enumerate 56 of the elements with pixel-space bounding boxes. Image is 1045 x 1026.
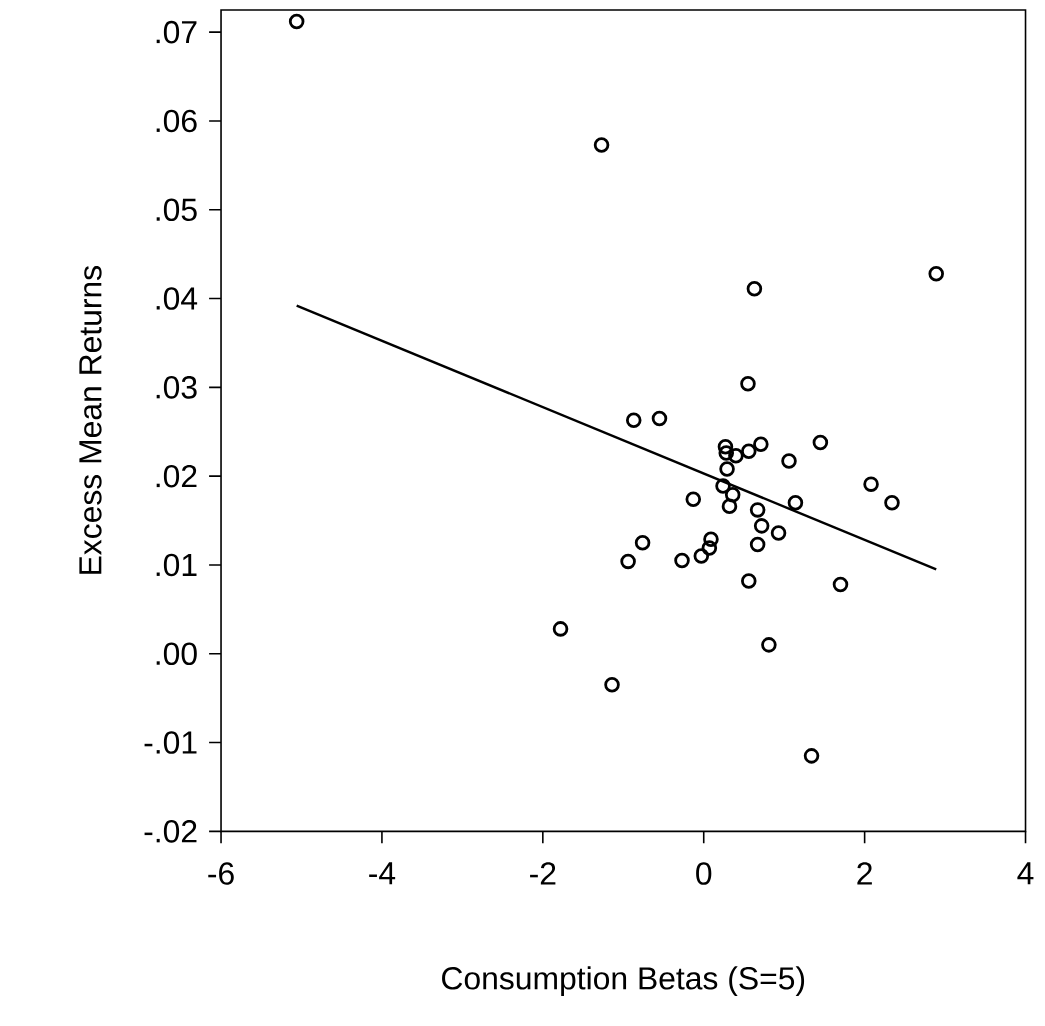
point (832, 576, 849, 593)
point (781, 453, 797, 470)
y-axis-title: Excess Mean Returns (79, 266, 102, 575)
y-tick-label: -.02 (144, 820, 197, 843)
point (928, 266, 944, 282)
x-axis-title: Consumption Betas (S=5) (442, 966, 805, 997)
point (593, 137, 610, 153)
y-tick-label: .03 (156, 376, 197, 399)
point (620, 553, 636, 570)
point (719, 461, 735, 478)
point (552, 621, 569, 637)
y-tick-label: -.01 (144, 731, 197, 755)
point (718, 445, 735, 462)
point (749, 537, 766, 553)
y-tick-label: .05 (156, 198, 197, 222)
point (741, 443, 757, 460)
point (753, 518, 770, 534)
point (803, 748, 820, 764)
point (721, 498, 738, 515)
y-tick-label: .02 (156, 465, 197, 488)
point (884, 495, 900, 511)
point (753, 436, 769, 453)
x-tick-label: 0 (696, 862, 712, 886)
point (288, 13, 305, 30)
y-tick-label: .07 (156, 21, 197, 44)
point (863, 476, 879, 493)
point (761, 637, 777, 653)
x-tick-label: -4 (369, 862, 396, 885)
y-tick-label: .04 (156, 287, 198, 311)
point (604, 677, 620, 693)
point (717, 439, 734, 455)
x-tick-label: -6 (208, 862, 234, 886)
point (625, 412, 642, 429)
point (740, 376, 756, 392)
point (741, 573, 757, 589)
point (724, 487, 741, 503)
point (703, 531, 719, 548)
y-tick-label: .01 (156, 553, 197, 577)
point (770, 525, 787, 542)
y-tick-label: .06 (156, 109, 197, 133)
x-tick-label: -2 (530, 862, 556, 885)
point (728, 448, 744, 464)
point (787, 495, 804, 511)
point (674, 552, 690, 569)
point (746, 281, 763, 297)
point (812, 434, 829, 451)
point (715, 478, 731, 494)
point (693, 548, 710, 565)
point (651, 410, 668, 427)
point (749, 502, 766, 518)
point (685, 491, 702, 508)
y-tick-label: .00 (156, 642, 197, 666)
x-tick-label: 2 (857, 862, 872, 885)
point (701, 540, 718, 557)
point (634, 535, 651, 551)
x-tick-label: 4 (1017, 862, 1034, 885)
